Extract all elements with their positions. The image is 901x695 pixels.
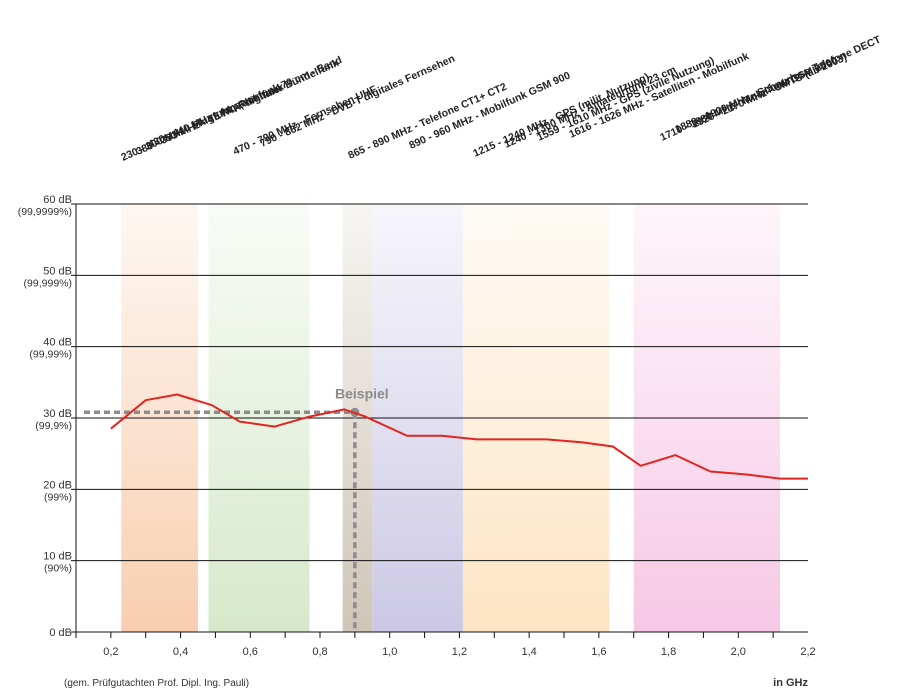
x-tick-label: 2,0 xyxy=(731,646,746,658)
x-tick-label: 0,2 xyxy=(103,646,118,658)
y-tick-percent: (99,999%) xyxy=(24,277,72,289)
y-tick-label: 30 dB xyxy=(43,408,72,420)
y-tick-percent: (99,99%) xyxy=(29,349,72,361)
series xyxy=(110,393,808,480)
x-axis: 0,2 0,4 0,6 0,8 1,0 1,2 1,4 1,6 1,8 2,0 2,2 xyxy=(75,631,816,658)
y-tick-label: 20 dB xyxy=(43,479,72,491)
y-tick-label: 50 dB xyxy=(43,265,72,277)
y-tick-percent: (99,9%) xyxy=(35,420,72,432)
y-tick-label: 40 dB xyxy=(43,337,72,349)
x-tick-label: 1,4 xyxy=(521,646,536,658)
y-tick-label: 60 dB xyxy=(43,194,72,206)
y-axis: 0 dB 10 dB(90%) 20 dB(99%) 30 dB(99,9%) 40 d… xyxy=(18,194,77,639)
y-tick-label: 10 dB xyxy=(43,551,72,563)
band-label: 430 - 440 MHz - Amateurfunk 70 cm - Band xyxy=(146,54,343,151)
y-tick-percent: (90%) xyxy=(44,563,72,575)
x-tick-label: 1,0 xyxy=(382,646,397,658)
y-tick-label: 0 dB xyxy=(49,627,72,639)
y-tick-percent: (99,9999%) xyxy=(18,206,72,218)
y-tick-percent: (99%) xyxy=(44,491,72,503)
example-label: Beispiel xyxy=(335,385,389,401)
band-label: 1240 - 1300 MHz - Amateurfunk 23 cm xyxy=(502,64,678,151)
series-line xyxy=(110,393,808,480)
source-note: (gem. Prüfgutachten Prof. Dipl. Ing. Pau… xyxy=(64,678,249,689)
x-tick-label: 1,6 xyxy=(591,646,606,658)
x-tick-label: 1,8 xyxy=(661,646,676,658)
grid-lines xyxy=(76,203,808,562)
example-marker: Beispiel xyxy=(84,385,389,632)
x-tick-label: 1,2 xyxy=(452,646,467,658)
x-tick-label: 0,6 xyxy=(243,646,258,658)
x-tick-label: 0,4 xyxy=(173,646,188,658)
x-tick-label: 2,2 xyxy=(800,646,815,658)
x-tick-label: 0,8 xyxy=(312,646,327,658)
x-axis-label: in GHz xyxy=(773,677,808,689)
